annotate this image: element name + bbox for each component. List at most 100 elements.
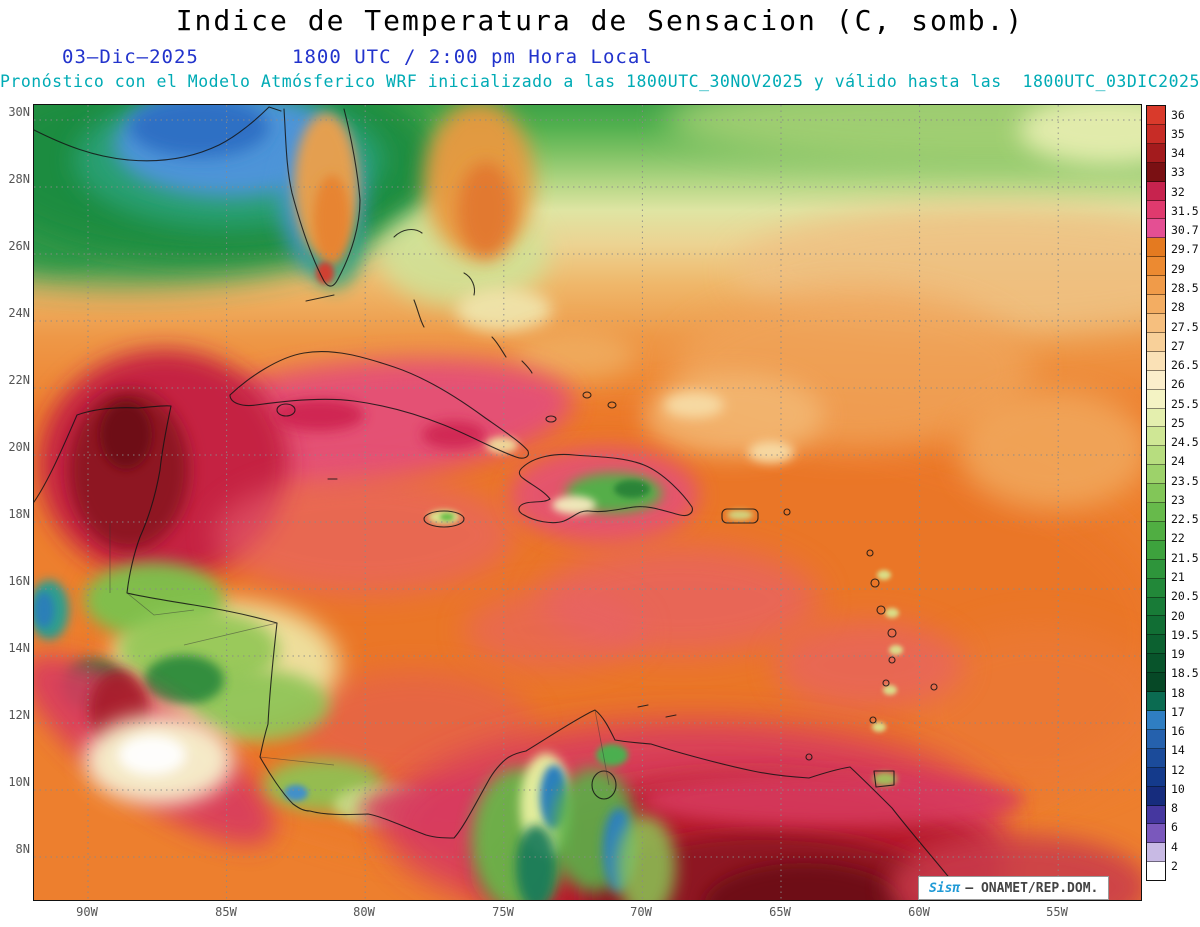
colorbar-tick-label: 22	[1171, 531, 1185, 546]
colorbar-tick-label: 31.5	[1171, 203, 1199, 218]
colorbar-swatch	[1147, 748, 1165, 768]
colorbar-swatch	[1147, 711, 1165, 730]
colorbar-swatch	[1147, 351, 1165, 371]
colorbar-tick-label	[1171, 876, 1200, 881]
colorbar-swatch	[1147, 106, 1165, 125]
page-title: Indice de Temperatura de Sensacion (C, s…	[175, 4, 1025, 37]
colorbar-tick-label: 34	[1171, 146, 1185, 161]
colorbar-swatch	[1147, 162, 1165, 182]
colorbar-swatch	[1147, 824, 1165, 844]
colorbar-swatch	[1147, 238, 1165, 258]
map-canvas	[34, 105, 1141, 900]
colorbar-swatch	[1147, 654, 1165, 674]
colorbar-tick-label: 27	[1171, 338, 1185, 353]
lat-tick-label: 26N	[8, 239, 30, 253]
colorbar-tick-label: 12	[1171, 762, 1185, 777]
colorbar-swatch	[1147, 503, 1165, 522]
colorbar-tick-label: 33	[1171, 165, 1185, 180]
colorbar-swatch	[1147, 578, 1165, 598]
colorbar-labels: 36 35 34 33 32 31.5 30.7 29.7 29 28.5 28 27.5 27 26.5…	[1171, 105, 1200, 881]
colorbar-tick-label: 22.5	[1171, 512, 1199, 527]
colorbar-swatch	[1147, 389, 1165, 409]
colorbar-swatch	[1147, 729, 1165, 749]
colorbar-tick-label: 18	[1171, 685, 1185, 700]
lat-tick-label: 20N	[8, 440, 30, 454]
colorbar-swatch	[1147, 446, 1165, 466]
colorbar-tick-label: 24	[1171, 454, 1185, 469]
colorbar-tick-label: 25.5	[1171, 396, 1199, 411]
lon-tick-label: 55W	[1046, 905, 1068, 919]
colorbar-tick-label: 30.7	[1171, 223, 1199, 238]
lon-tick-label: 75W	[492, 905, 514, 919]
colorbar-swatch	[1147, 862, 1165, 881]
lat-tick-label: 10N	[8, 775, 30, 789]
lat-tick-label: 12N	[8, 708, 30, 722]
lon-tick-label: 60W	[908, 905, 930, 919]
colorbar-tick-label: 16	[1171, 724, 1185, 739]
colorbar-tick-label: 20	[1171, 608, 1185, 623]
colorbar-swatch	[1147, 559, 1165, 579]
forecast-time: 1800 UTC / 2:00 pm Hora Local	[292, 46, 653, 68]
gridlines	[34, 105, 1141, 900]
forecast-date: 03–Dic–2025	[62, 46, 199, 68]
colorbar-swatch	[1147, 465, 1165, 485]
lat-tick-label: 16N	[8, 574, 30, 588]
colorbar-swatch	[1147, 767, 1165, 787]
colorbar-tick-label: 36	[1171, 107, 1185, 122]
lat-tick-label: 30N	[8, 105, 30, 119]
colorbar-tick-label: 10	[1171, 781, 1185, 796]
colorbar-swatch	[1147, 313, 1165, 333]
colorbar-tick-label: 26.5	[1171, 358, 1199, 373]
colorbar-swatch	[1147, 257, 1165, 277]
colorbar-swatch	[1147, 124, 1165, 144]
model-init-line: Pronóstico con el Modelo Atmósferico WRF…	[0, 72, 1200, 91]
colorbar-swatch	[1147, 786, 1165, 806]
colorbar-tick-label: 4	[1171, 839, 1178, 854]
lat-tick-label: 8N	[15, 842, 30, 856]
colorbar-swatch	[1147, 673, 1165, 693]
colorbar-swatch	[1147, 635, 1165, 655]
colorbar-swatch	[1147, 200, 1165, 220]
lat-tick-label: 14N	[8, 641, 30, 655]
colorbar-swatch	[1147, 692, 1165, 711]
colorbar-tick-label: 27.5	[1171, 319, 1199, 334]
lat-tick-label: 24N	[8, 306, 30, 320]
colorbar-swatch	[1147, 427, 1165, 447]
colorbar-tick-label: 2	[1171, 858, 1178, 873]
colorbar-tick-label: 19	[1171, 647, 1185, 662]
lat-tick-label: 28N	[8, 172, 30, 186]
watermark: Sisπ – ONAMET/REP.DOM.	[918, 876, 1110, 900]
colorbar-tick-label: 25	[1171, 415, 1185, 430]
coastlines	[34, 106, 968, 900]
colorbar-swatch	[1147, 843, 1165, 863]
colorbar-swatch	[1147, 805, 1165, 825]
lon-tick-label: 90W	[76, 905, 98, 919]
colorbar-swatch	[1147, 143, 1165, 163]
lat-tick-label: 22N	[8, 373, 30, 387]
watermark-brand: Sisπ	[929, 880, 961, 896]
colorbar-tick-label: 29	[1171, 261, 1185, 276]
colorbar-swatch	[1147, 616, 1165, 636]
lat-tick-label: 18N	[8, 507, 30, 521]
colorbar-tick-label: 17	[1171, 704, 1185, 719]
lon-tick-label: 85W	[215, 905, 237, 919]
colorbar-tick-label: 24.5	[1171, 435, 1199, 450]
colorbar-tick-label: 29.7	[1171, 242, 1199, 257]
lon-tick-label: 70W	[630, 905, 652, 919]
colorbar-tick-label: 35	[1171, 126, 1185, 141]
colorbar-swatch	[1147, 181, 1165, 201]
lon-tick-label: 80W	[353, 905, 375, 919]
colorbar-swatch	[1147, 408, 1165, 428]
colorbar-tick-label: 32	[1171, 184, 1185, 199]
colorbar-swatch	[1147, 540, 1165, 560]
colorbar-swatch	[1147, 370, 1165, 390]
colorbar-swatch	[1147, 597, 1165, 617]
map-frame	[33, 104, 1142, 901]
colorbar-tick-label: 23.5	[1171, 473, 1199, 488]
colorbar-swatch	[1147, 484, 1165, 504]
colorbar-tick-label: 18.5	[1171, 666, 1199, 681]
colorbar-tick-label: 23	[1171, 492, 1185, 507]
colorbar-swatch	[1147, 521, 1165, 541]
country-borders	[109, 523, 610, 786]
